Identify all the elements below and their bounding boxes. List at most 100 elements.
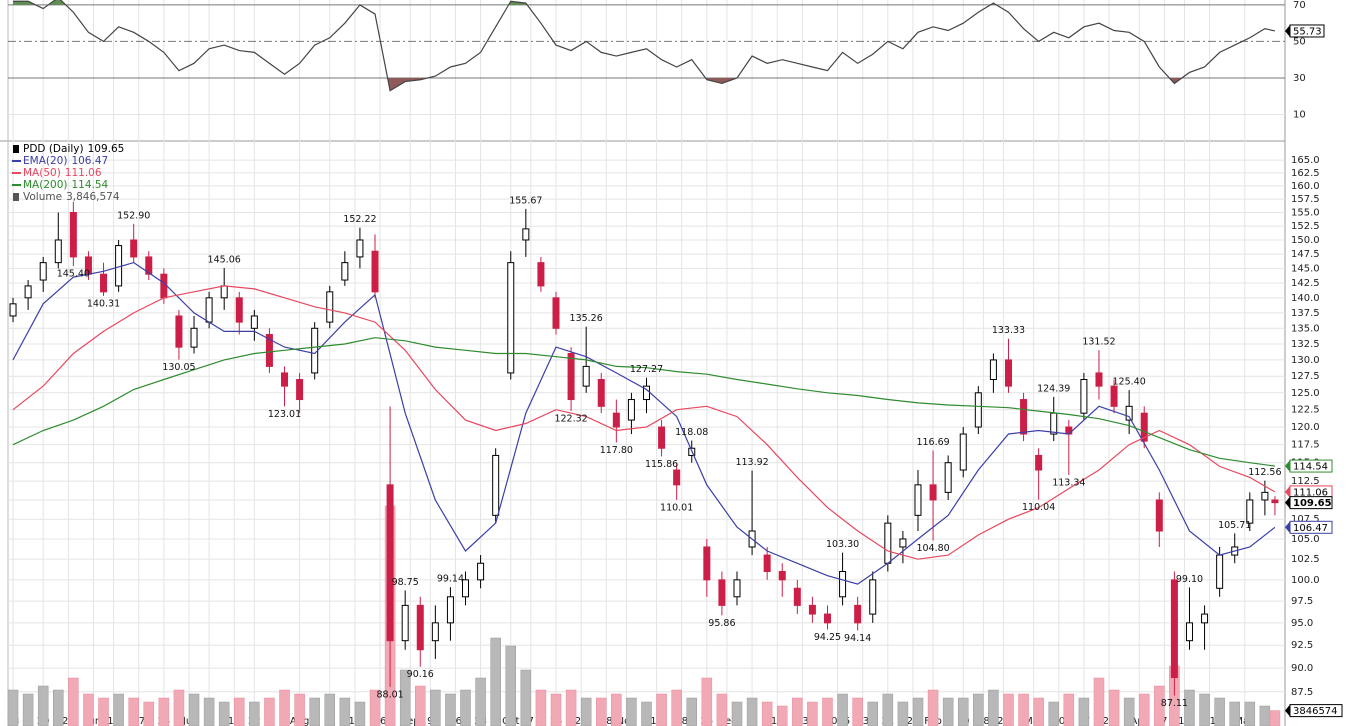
candle-body xyxy=(1185,622,1193,642)
y-tick-label: 155.0 xyxy=(1291,207,1320,218)
candle-body xyxy=(673,469,681,486)
candle-body xyxy=(341,262,349,281)
low-label: 90.16 xyxy=(407,669,434,680)
legend-entry: MA(200) 114.54 xyxy=(23,179,109,191)
candle-body xyxy=(492,454,500,516)
candle-body xyxy=(1125,405,1133,421)
moving-average-line xyxy=(12,261,1276,585)
candle-body xyxy=(718,579,726,606)
volume-bar xyxy=(867,701,878,726)
volume-bar xyxy=(1199,693,1210,726)
candle-body xyxy=(477,562,485,581)
volume-bar xyxy=(656,693,667,726)
low-label: 94.14 xyxy=(844,633,871,644)
volume-bar xyxy=(490,637,501,726)
y-tick-label: 145.0 xyxy=(1291,263,1320,274)
y-tick-label: 50 xyxy=(1293,36,1306,47)
high-label: 125.40 xyxy=(1113,377,1146,388)
volume-bar xyxy=(1269,710,1281,726)
volume-bar xyxy=(294,693,305,726)
high-label: 116.69 xyxy=(916,437,949,448)
volume-bar xyxy=(807,701,818,726)
candle-body xyxy=(296,379,304,401)
y-tick-label: 157.5 xyxy=(1291,194,1320,205)
volume-bar xyxy=(309,697,320,726)
legend-icon xyxy=(13,145,19,153)
volume-bar xyxy=(535,689,547,726)
volume-bar xyxy=(671,689,682,726)
volume-bar xyxy=(852,697,863,726)
candle-body xyxy=(235,297,243,323)
high-label: 105.71 xyxy=(1218,520,1251,531)
volume-bar xyxy=(22,693,34,726)
candle-body xyxy=(507,262,515,374)
value-tag xyxy=(1289,24,1325,38)
y-tick-label: 112.5 xyxy=(1291,476,1320,487)
volume-bar xyxy=(505,645,517,726)
volume-bar xyxy=(234,697,245,726)
volume-bar xyxy=(1214,697,1225,726)
y-tick-label: 97.5 xyxy=(1291,596,1313,607)
high-label: 135.26 xyxy=(570,313,603,324)
low-label: 140.31 xyxy=(87,298,120,309)
y-tick-label: 87.5 xyxy=(1291,687,1313,698)
value-tag-label: 55.73 xyxy=(1293,26,1322,37)
y-tick-label: 117.5 xyxy=(1291,440,1320,451)
volume-bar xyxy=(520,669,532,726)
candle-body xyxy=(869,579,877,615)
volume-bar xyxy=(249,701,260,726)
y-tick-label: 122.5 xyxy=(1291,405,1320,416)
volume-bar xyxy=(188,693,200,726)
candle-body xyxy=(1271,499,1279,504)
volume-bar xyxy=(128,697,139,726)
volume-bar xyxy=(430,689,441,726)
volume-bar xyxy=(158,697,170,726)
candle-body xyxy=(522,228,530,241)
candle-body xyxy=(658,426,666,449)
volume-bar xyxy=(475,677,486,726)
volume-bar xyxy=(7,689,19,726)
volume-bar xyxy=(942,697,954,726)
y-tick-label: 150.0 xyxy=(1291,235,1320,246)
volume-bar xyxy=(1138,693,1150,726)
volume-bar xyxy=(1033,697,1044,726)
legend-part: PDD (Daily) xyxy=(23,143,84,155)
high-label: 133.33 xyxy=(992,325,1025,336)
volume-bar xyxy=(143,701,155,726)
high-label: 113.92 xyxy=(735,457,768,468)
low-label: 145.40 xyxy=(57,269,90,280)
candle-body xyxy=(1080,379,1088,414)
candle-body xyxy=(627,399,635,421)
candle-body xyxy=(1065,426,1073,435)
volume-bar xyxy=(339,697,351,726)
candle-body xyxy=(763,554,771,573)
candle-body xyxy=(431,622,439,642)
candle-body xyxy=(446,596,454,624)
value-tag-pointer xyxy=(1285,460,1290,473)
candle-body xyxy=(793,587,801,606)
candle-body xyxy=(1020,399,1028,435)
candle-body xyxy=(220,285,228,299)
y-tick-label: 90.0 xyxy=(1291,663,1313,674)
value-tag-pointer xyxy=(1285,485,1290,498)
y-tick-label: 102.5 xyxy=(1291,554,1320,565)
value-tag-label: 114.54 xyxy=(1293,462,1328,473)
candle-body xyxy=(552,297,560,329)
high-label: 152.90 xyxy=(117,210,150,221)
volume-bar xyxy=(113,693,124,726)
low-label: 95.86 xyxy=(708,618,735,629)
candle-body xyxy=(823,613,831,624)
y-tick-label: 105.0 xyxy=(1291,534,1320,545)
candle-body xyxy=(416,604,424,651)
volume-bar xyxy=(550,693,562,726)
candle-body xyxy=(974,392,982,428)
volume-bar xyxy=(837,693,848,726)
volume-bar xyxy=(716,693,728,726)
low-label: 115.86 xyxy=(645,459,678,470)
volume-bar xyxy=(580,697,592,726)
y-tick-label: 95.0 xyxy=(1291,618,1313,629)
high-label: 98.75 xyxy=(392,577,419,588)
low-label: 123.01 xyxy=(268,409,301,420)
